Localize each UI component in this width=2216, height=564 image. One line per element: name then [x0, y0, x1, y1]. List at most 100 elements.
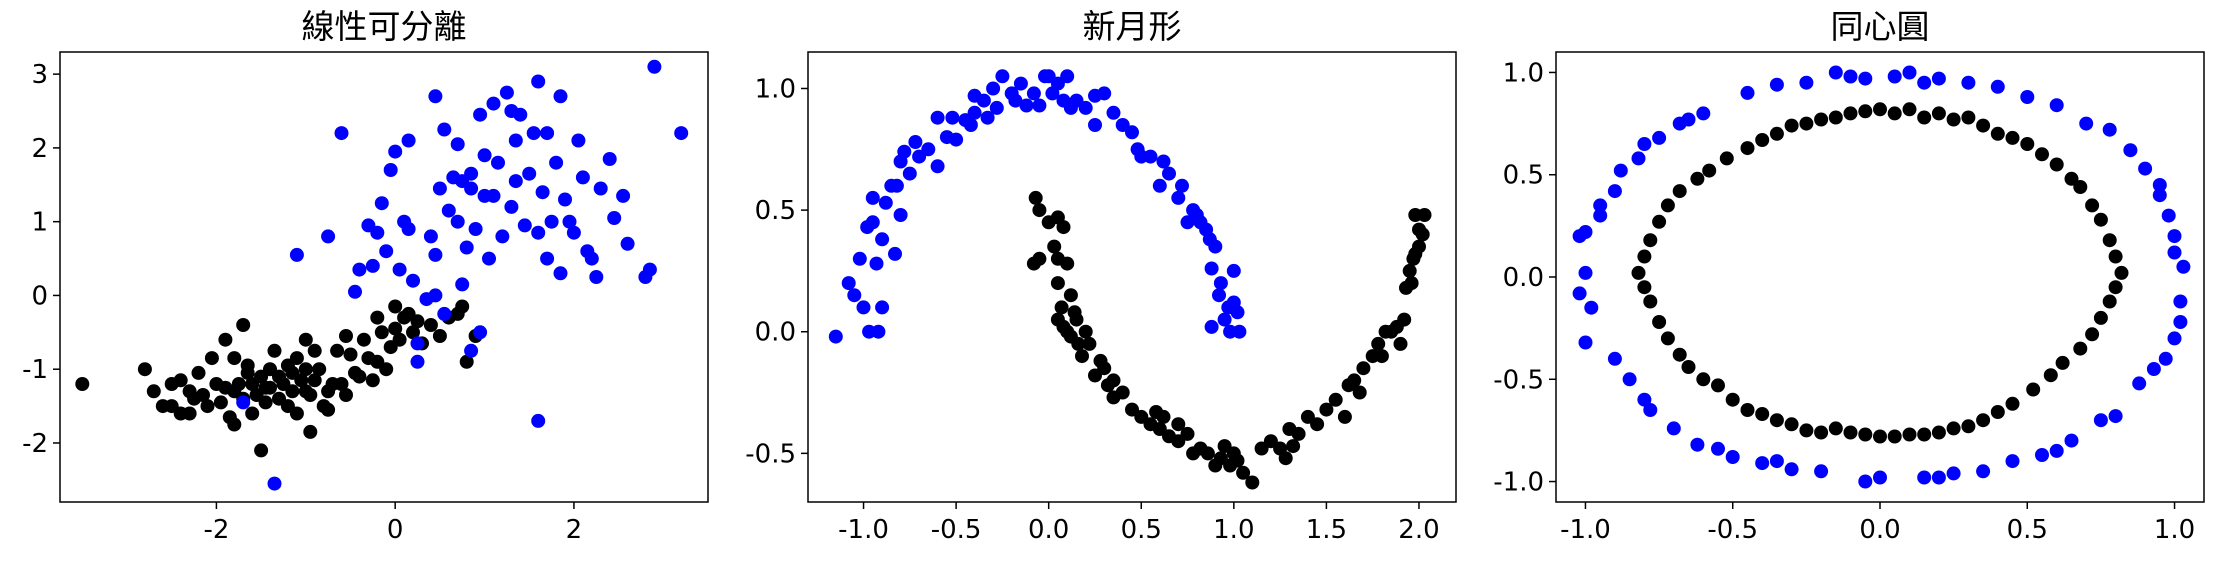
data-point — [1213, 276, 1228, 291]
data-point — [437, 306, 452, 321]
data-point — [1873, 470, 1887, 485]
data-point — [558, 192, 572, 207]
data-point — [1032, 98, 1047, 113]
data-point — [1976, 413, 1991, 428]
data-point — [428, 288, 443, 303]
data-point — [1814, 112, 1829, 127]
data-point — [1961, 110, 1976, 125]
data-point — [200, 399, 215, 414]
data-point — [2152, 178, 2167, 192]
data-point — [908, 135, 923, 149]
data-point — [254, 443, 269, 458]
data-point — [1088, 88, 1102, 103]
data-point — [1328, 392, 1343, 407]
data-point — [1572, 286, 1587, 301]
data-point — [2064, 171, 2079, 186]
data-point — [865, 190, 880, 205]
data-point — [1917, 110, 1932, 125]
data-point — [1212, 288, 1226, 303]
data-point — [1106, 105, 1121, 120]
data-point — [2152, 188, 2167, 203]
data-point — [365, 258, 380, 273]
data-point — [616, 188, 631, 203]
data-point — [1152, 178, 1167, 193]
data-point — [2093, 310, 2108, 325]
data-point — [847, 288, 862, 303]
data-point — [236, 395, 251, 410]
data-point — [2138, 161, 2153, 176]
data-point — [1054, 300, 1069, 315]
data-point — [236, 318, 251, 332]
data-point — [1028, 190, 1043, 205]
data-point — [294, 373, 309, 388]
data-point — [1755, 133, 1770, 147]
data-point — [75, 377, 90, 391]
data-point — [1652, 315, 1667, 329]
data-point — [1690, 437, 1705, 452]
data-point — [875, 300, 890, 315]
data-point — [2108, 409, 2123, 424]
data-point — [1593, 208, 1608, 223]
data-point — [1799, 116, 1814, 131]
data-point — [1858, 71, 1873, 86]
data-point — [526, 126, 541, 141]
data-point — [1887, 429, 1902, 444]
data-point — [878, 195, 893, 210]
x-tick-label: 0.0 — [1859, 515, 1900, 545]
data-point — [1660, 331, 1675, 346]
data-point — [365, 373, 380, 388]
y-tick-label: -1.0 — [1493, 468, 1544, 498]
data-point — [1417, 208, 1432, 222]
data-point — [1412, 239, 1426, 254]
data-point — [468, 222, 483, 236]
data-point — [1204, 319, 1219, 334]
data-point — [1784, 118, 1799, 133]
data-point — [1719, 151, 1734, 166]
data-point — [1681, 360, 1696, 374]
data-point — [2073, 341, 2088, 356]
data-point — [348, 284, 362, 299]
data-point — [267, 476, 282, 491]
data-point — [146, 384, 161, 399]
y-tick-label: 0.0 — [755, 318, 796, 348]
data-point — [2173, 315, 2188, 329]
data-point — [1917, 470, 1932, 485]
data-point — [1075, 349, 1089, 364]
data-point — [1725, 450, 1740, 464]
data-point — [2167, 245, 2182, 260]
data-point — [2049, 443, 2064, 458]
series-a — [1026, 190, 1432, 490]
data-point — [2176, 259, 2191, 274]
data-point — [1171, 190, 1186, 205]
data-point — [227, 417, 242, 432]
data-point — [1637, 392, 1652, 407]
data-point — [549, 155, 564, 170]
data-point — [2005, 130, 2020, 145]
data-point — [298, 332, 313, 347]
series-b — [236, 59, 689, 491]
y-tick-label: 0.5 — [1503, 161, 1544, 191]
data-point — [1814, 425, 1829, 440]
data-point — [584, 251, 599, 266]
data-point — [553, 89, 568, 104]
data-point — [196, 388, 210, 402]
x-tick-label: -1.0 — [838, 515, 889, 545]
data-point — [303, 388, 318, 402]
data-point — [423, 318, 438, 332]
data-point — [455, 299, 470, 314]
data-point — [930, 159, 945, 174]
data-point — [464, 181, 479, 196]
data-point — [1672, 184, 1687, 199]
data-point — [2043, 368, 2058, 383]
data-point — [486, 188, 501, 203]
data-point — [473, 107, 488, 122]
data-point — [522, 166, 537, 181]
data-point — [1226, 263, 1241, 278]
data-point — [1755, 407, 1770, 421]
data-point — [647, 59, 662, 74]
data-point — [441, 203, 456, 218]
x-tick-label: -2 — [203, 515, 229, 545]
data-point — [1404, 276, 1419, 291]
data-point — [428, 247, 443, 262]
x-tick-label: 0 — [387, 515, 404, 545]
